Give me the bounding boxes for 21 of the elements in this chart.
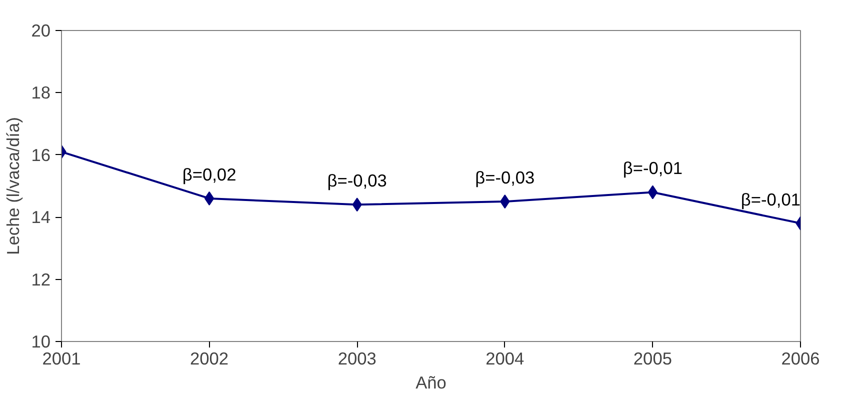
point — [204, 191, 214, 206]
x-tick-label: 2003 — [338, 348, 376, 368]
y-tick-label: 12 — [31, 269, 51, 290]
x-tick-label: 2005 — [633, 348, 672, 368]
y-tick-label: 16 — [31, 144, 51, 165]
x-axis-title: Año — [416, 372, 446, 392]
annotation: β=-0,01 — [622, 158, 683, 178]
annotation: β=-0,01 — [740, 189, 801, 210]
point — [648, 185, 658, 200]
x-tick-label: 2002 — [190, 348, 229, 368]
y-tick-label: 10 — [31, 332, 51, 352]
x-tick-label: 2001 — [42, 348, 81, 368]
x-tick-label: 2004 — [486, 348, 525, 368]
x-tick-label: 2006 — [781, 348, 820, 368]
y-tick-label: 18 — [31, 82, 51, 103]
y-axis-title: Leche (l/vaca/día) — [3, 117, 24, 255]
annotation: β=-0,03 — [327, 170, 387, 191]
y-tick-label: 20 — [31, 20, 51, 40]
annotation: β=0,02 — [182, 164, 236, 184]
y-tick-label: 14 — [31, 207, 51, 228]
annotation: β=-0,03 — [475, 168, 535, 188]
